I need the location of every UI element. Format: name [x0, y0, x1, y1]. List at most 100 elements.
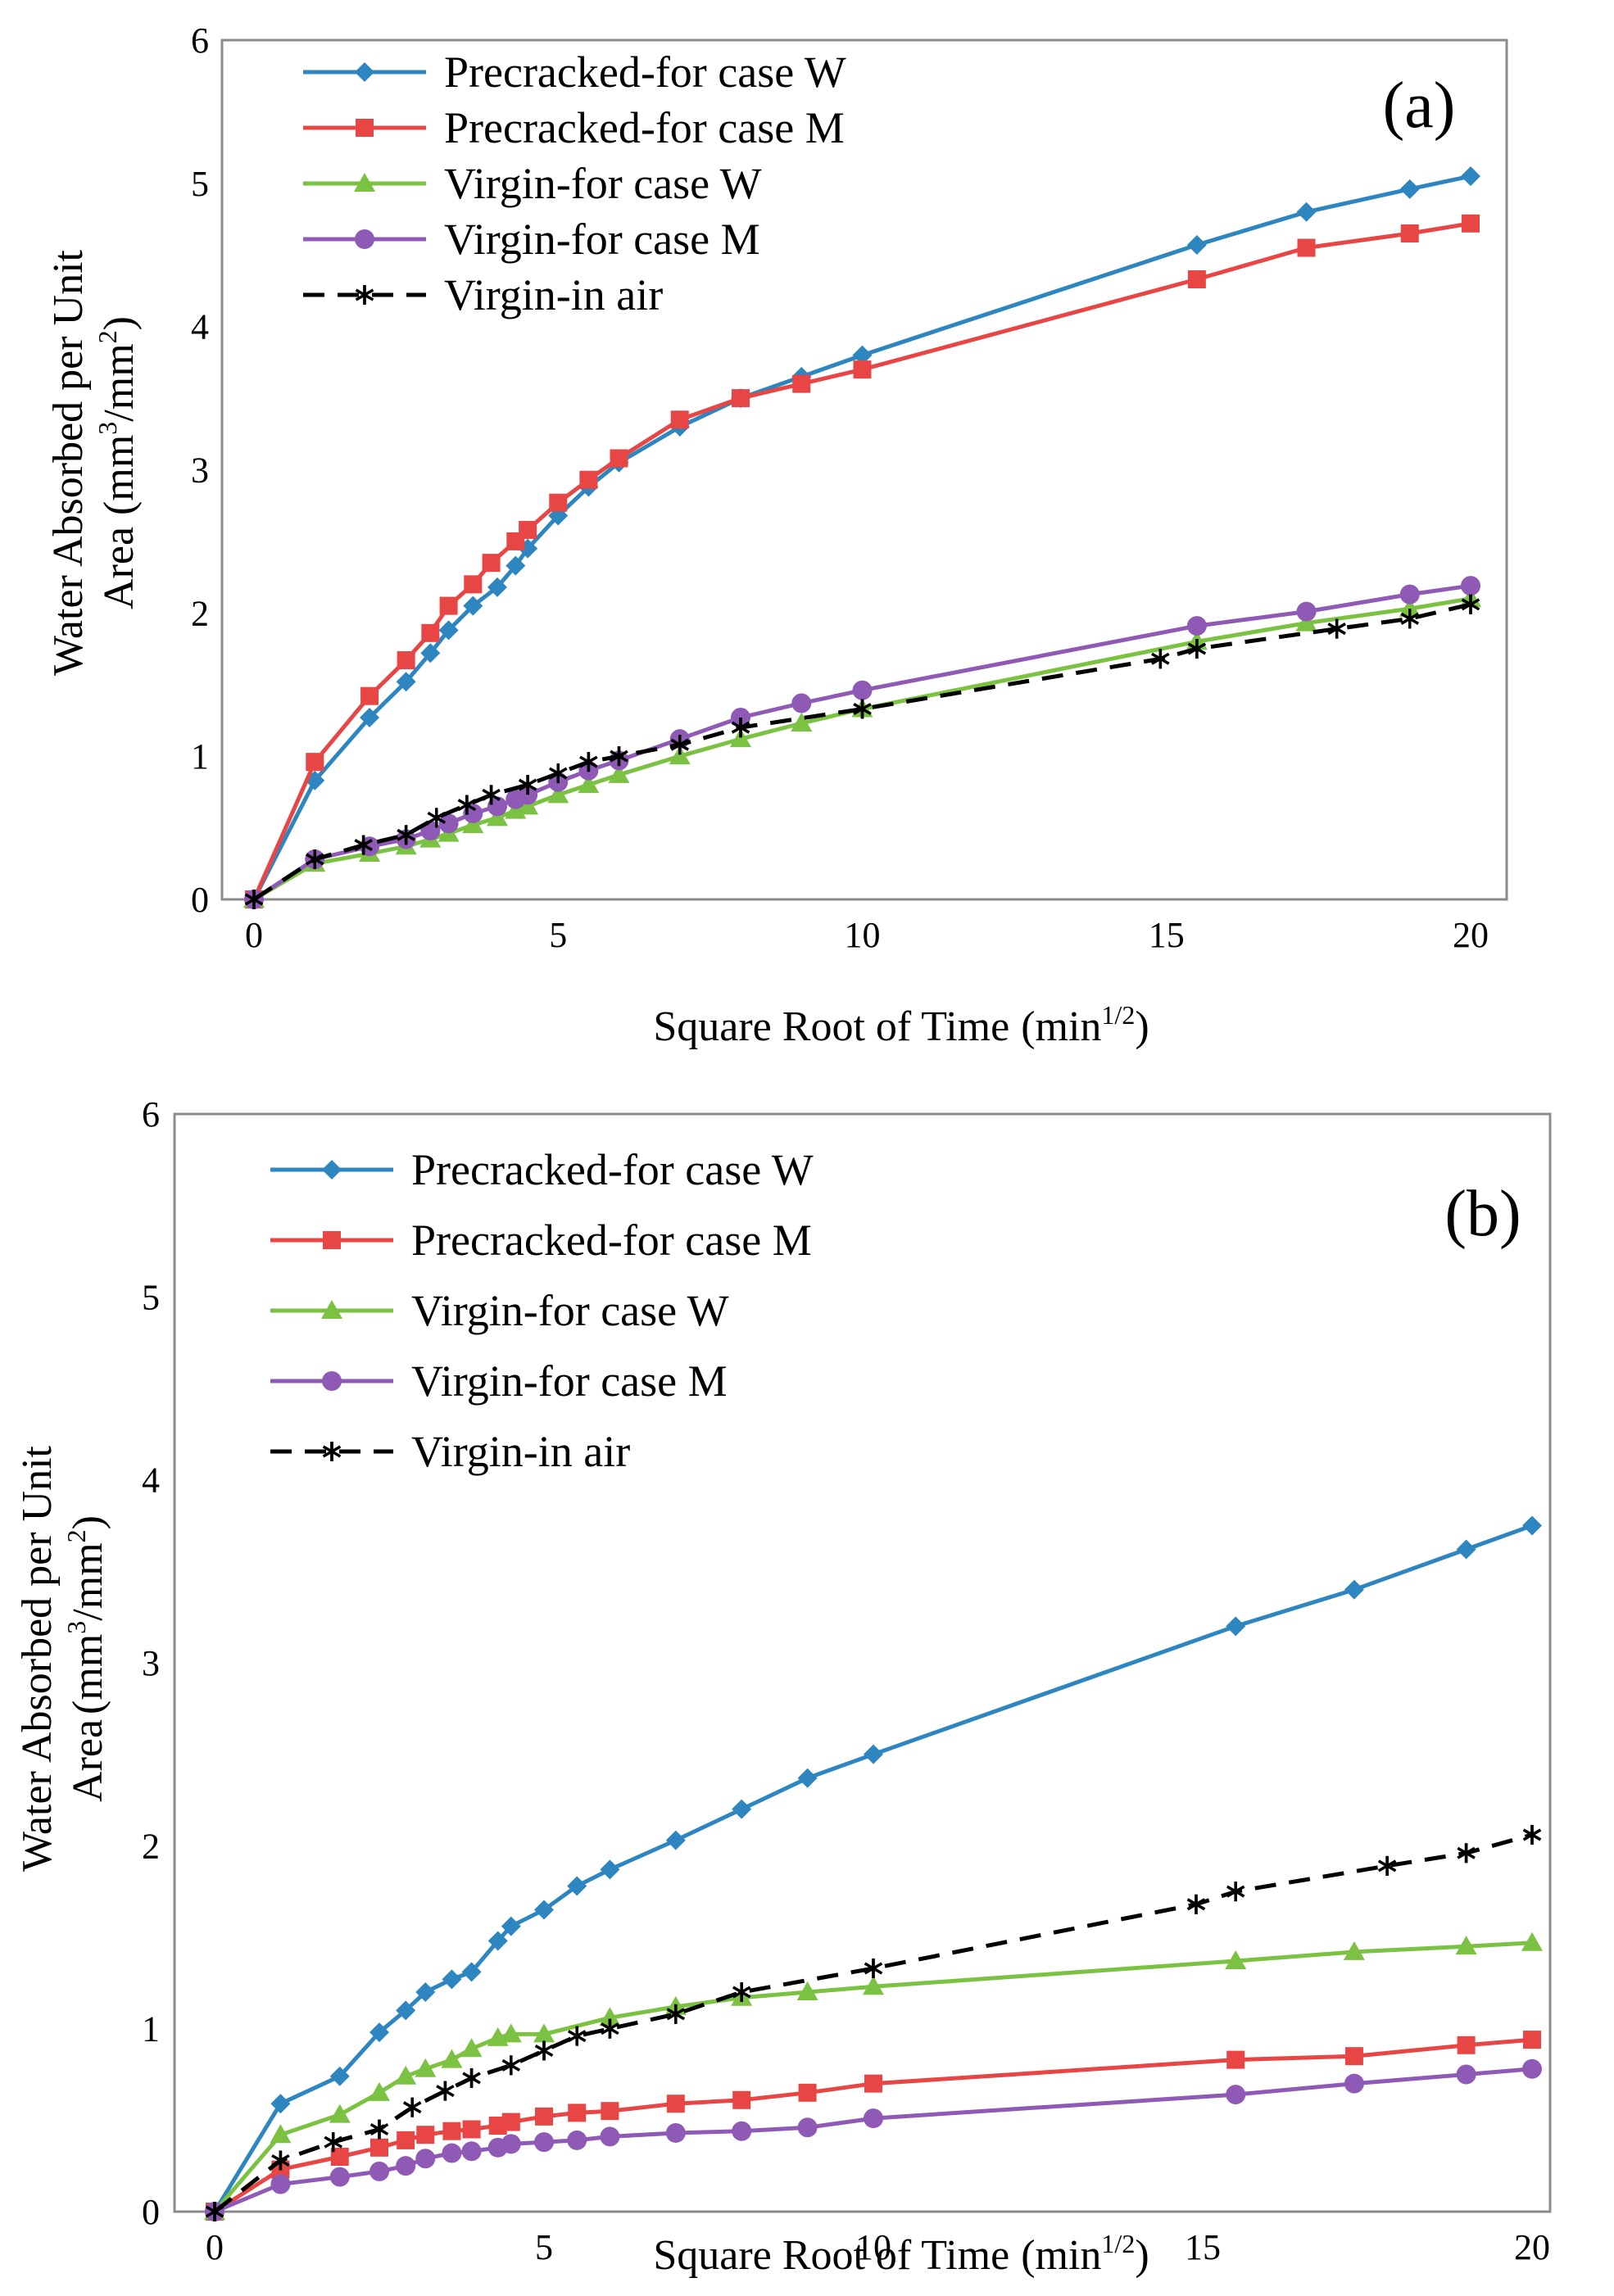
data-point: [487, 577, 507, 597]
data-point: [354, 835, 373, 855]
data-point: [360, 686, 379, 705]
data-point: [1344, 1579, 1364, 1600]
data-point: [1522, 2058, 1542, 2079]
data-point: [1522, 1515, 1542, 1536]
data-point: [1400, 609, 1420, 629]
data-point: [270, 2094, 291, 2114]
panel-label: (a): [1383, 70, 1456, 142]
data-point: [863, 1976, 884, 1995]
data-point: [1186, 235, 1207, 256]
data-point: [500, 2023, 522, 2043]
legend-label: Virgin-for case M: [411, 1356, 728, 1406]
data-point: [506, 555, 526, 576]
data-point: [329, 2167, 350, 2187]
data-point: [1296, 202, 1317, 222]
data-point: [732, 2090, 751, 2109]
data-point: [1522, 1824, 1542, 1845]
legend-marker: [355, 62, 374, 82]
data-point: [732, 2121, 752, 2141]
data-point: [1327, 618, 1346, 639]
data-point: [864, 1744, 883, 1764]
data-point: [534, 2132, 554, 2153]
plot-area: 0 1 2 3 4 5 6 0 5 10 15 20: [191, 20, 1489, 955]
legend-label: Virgin-for case W: [444, 159, 762, 208]
x-tick-label: 5: [549, 915, 567, 955]
data-point: [402, 2097, 422, 2117]
x-axis-unit-exp: 1/2: [1101, 2229, 1135, 2258]
y-axis-label-line2: Area(mm3/mm2): [61, 1515, 111, 1802]
data-point: [415, 2058, 437, 2077]
data-point: [600, 1859, 620, 1880]
legend-item: Virgin-for case W: [270, 1286, 729, 1335]
data-point: [1187, 639, 1207, 659]
y-tick-label: 1: [191, 736, 209, 777]
series-precracked-for-case-w: [205, 1515, 1542, 2221]
data-point: [270, 2124, 292, 2144]
legend-item: Precracked-for case W: [270, 1145, 814, 1194]
data-point: [731, 718, 750, 738]
y-tick-label: 1: [142, 2009, 160, 2049]
data-point: [567, 2130, 587, 2150]
data-point: [369, 2022, 389, 2043]
data-point: [501, 2134, 521, 2154]
data-point: [397, 825, 415, 845]
data-point: [396, 2000, 416, 2021]
legend-marker: [322, 1371, 342, 1391]
x-axis-label: Square Root of Time (min1/2): [653, 1000, 1149, 1050]
data-point: [1461, 594, 1480, 614]
data-point: [1225, 1950, 1247, 1970]
legend-item: Virgin-for case M: [270, 1356, 728, 1406]
data-point: [579, 470, 598, 489]
data-point: [665, 2122, 686, 2143]
data-point: [396, 2156, 416, 2176]
data-point: [567, 1876, 587, 1896]
data-point: [670, 735, 690, 755]
data-point: [396, 672, 416, 692]
data-point: [852, 680, 873, 700]
data-point: [370, 2138, 388, 2157]
data-point: [415, 1982, 436, 2002]
data-point: [501, 1916, 521, 1936]
y-tick-label: 5: [142, 1277, 160, 1317]
data-point: [791, 712, 813, 731]
plot-frame: [173, 1112, 1552, 2213]
data-point: [547, 784, 569, 804]
data-point: [1461, 166, 1480, 187]
data-point: [1226, 1616, 1246, 1637]
data-point: [369, 2081, 390, 2101]
y-tick-label: 0: [191, 880, 209, 920]
data-point: [397, 2131, 415, 2149]
data-point: [369, 2119, 389, 2140]
data-point: [1344, 2047, 1363, 2066]
x-tick-label: 0: [206, 2227, 224, 2267]
data-point: [601, 2102, 619, 2121]
series-virgin-for-case-m: [205, 2058, 1542, 2221]
data-point: [853, 360, 872, 379]
data-point: [462, 2067, 481, 2088]
legend-label: Virgin-in air: [411, 1427, 630, 1476]
y-axis-unit-exp-num: 3: [93, 422, 122, 435]
data-point: [482, 554, 501, 573]
legend-label: Virgin-for case M: [444, 215, 760, 264]
x-tick-label: 15: [1149, 915, 1185, 955]
data-point: [732, 1982, 751, 2002]
series-precracked-for-case-m: [245, 214, 1480, 908]
data-point: [1457, 2036, 1476, 2054]
data-point: [461, 1962, 482, 1982]
legend-item: Virgin-in air: [303, 270, 663, 319]
data-point: [1297, 238, 1316, 257]
legend-item: Virgin-for case W: [303, 159, 762, 208]
legend-marker: [354, 173, 375, 192]
data-point: [360, 707, 380, 727]
data-point: [442, 1969, 462, 1990]
data-point: [329, 2066, 350, 2086]
legend-label: Virgin-for case W: [411, 1286, 729, 1335]
x-axis-unit: min: [1036, 2232, 1102, 2279]
data-point: [487, 807, 508, 826]
y-axis-unit: mm: [65, 1634, 111, 1700]
data-point: [330, 2148, 349, 2166]
y-tick-label: 6: [191, 20, 209, 61]
data-point: [852, 345, 873, 365]
